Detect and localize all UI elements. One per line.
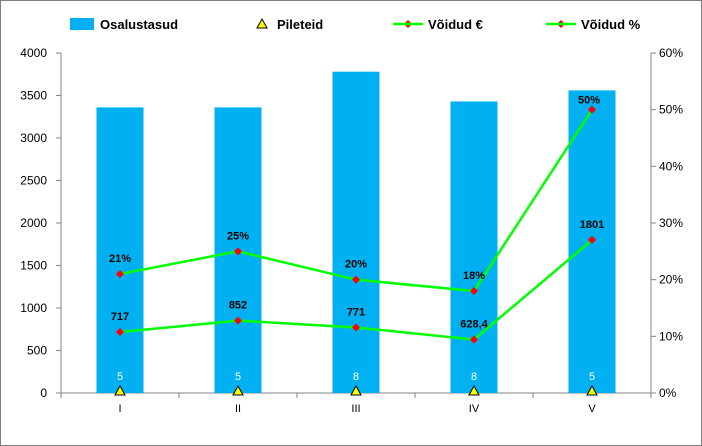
y-left-tick-label: 1500: [20, 259, 47, 273]
pileteid-label: 5: [235, 371, 241, 383]
y-right-tick-label: 20%: [659, 273, 683, 287]
bar-osalustasud: [450, 101, 498, 393]
x-tick-label: V: [588, 403, 596, 415]
marker-voidud-pct: [116, 270, 124, 278]
pileteid-label: 8: [353, 371, 359, 383]
y-left-tick-label: 0: [40, 386, 47, 400]
bars-layer: [96, 71, 616, 394]
legend: Osalustasud Pileteid Võidud € Võidud %: [70, 17, 641, 32]
marker-pileteid: [350, 384, 362, 396]
y-left-tick-label: 4000: [20, 46, 47, 60]
y-left-tick-label: 2500: [20, 174, 47, 188]
y-left-tick-label: 1000: [20, 301, 47, 315]
voidud-pct-label: 25%: [227, 230, 249, 242]
labels-layer: 5 5 8 8 5 717 852 771 628,4 1801 21% 25% 20% 18% 50%: [109, 95, 604, 383]
voidud-pct-label: 21%: [109, 253, 131, 265]
marker-pileteid: [468, 384, 480, 396]
axes-layer: 0 500 1000 1500 2000 2500 3000 3500 4000 0% 10% 20%…: [20, 46, 683, 415]
marker-voidud-pct: [234, 247, 242, 256]
marker-voidud-pct: [470, 287, 478, 295]
bar-osalustasud: [96, 107, 144, 394]
voidud-pct-label: 20%: [345, 259, 367, 271]
y-right-tick-label: 0%: [659, 386, 677, 400]
marker-pileteid: [114, 384, 126, 396]
y-left-tick-label: 2000: [20, 216, 47, 230]
legend-label-osalustasud: Osalustasud: [100, 17, 178, 32]
marker-pileteid: [586, 384, 598, 396]
y-left-tick-label: 500: [27, 344, 47, 358]
legend-label-voidud-pct: Võidud %: [581, 17, 641, 32]
marker-voidud-eur: [588, 235, 596, 244]
voidud-pct-label: 18%: [463, 270, 485, 282]
voidud-pct-label: 50%: [578, 95, 600, 107]
y-right-tick-label: 60%: [659, 46, 683, 60]
marker-voidud-eur: [352, 323, 360, 332]
legend-label-pileteid: Pileteid: [277, 17, 323, 32]
voidud-eur-label: 628,4: [460, 319, 488, 331]
x-tick-label: III: [351, 403, 360, 415]
pileteid-label: 8: [471, 371, 477, 383]
legend-swatch-pileteid: [256, 17, 268, 29]
marker-pileteid: [232, 384, 244, 396]
y-right-tick-label: 10%: [659, 329, 683, 343]
marker-voidud-eur: [116, 328, 124, 337]
bar-osalustasud: [332, 71, 380, 393]
y-left-tick-label: 3500: [20, 89, 47, 103]
x-tick-label: IV: [469, 403, 480, 415]
marker-voidud-eur: [234, 316, 242, 325]
marker-voidud-pct: [588, 105, 596, 114]
voidud-eur-label: 852: [229, 300, 247, 312]
y-right-tick-label: 30%: [659, 216, 683, 230]
pileteid-label: 5: [589, 371, 595, 383]
voidud-eur-label: 771: [347, 306, 365, 318]
legend-swatch-osalustasud: [70, 18, 94, 30]
marker-voidud-pct: [352, 275, 360, 284]
x-tick-label: II: [235, 403, 241, 415]
pileteid-label: 5: [117, 371, 123, 383]
x-tick-label: I: [118, 403, 121, 415]
voidud-eur-label: 717: [111, 311, 129, 323]
y-left-tick-label: 3000: [20, 131, 47, 145]
y-right-tick-label: 40%: [659, 159, 683, 173]
marker-voidud-eur: [470, 335, 478, 344]
legend-label-voidud-eur: Võidud €: [428, 17, 483, 32]
y-right-tick-label: 50%: [659, 103, 683, 117]
voidud-eur-label: 1801: [580, 219, 604, 231]
